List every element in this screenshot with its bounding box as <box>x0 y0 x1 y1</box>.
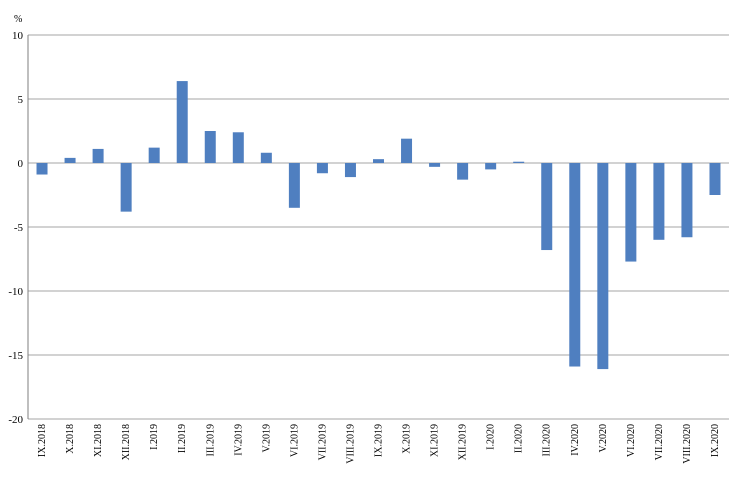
x-tick-label: VI.2020 <box>626 424 637 457</box>
bars <box>36 81 721 370</box>
x-tick-label: IX.2019 <box>374 424 385 457</box>
bar <box>260 152 272 163</box>
x-tick-label: VII.2019 <box>317 424 328 460</box>
bar <box>625 163 637 262</box>
bar <box>709 163 721 195</box>
x-tick-label: XII.2018 <box>121 424 132 460</box>
x-tick-label: V.2019 <box>261 424 272 452</box>
x-tick-label: V.2020 <box>598 424 609 452</box>
x-tick-label: VII.2020 <box>654 424 665 460</box>
bar <box>204 131 216 163</box>
y-tick-label: -20 <box>8 414 23 426</box>
bar <box>176 81 188 163</box>
x-tick-label: XI.2019 <box>430 424 441 457</box>
bar <box>513 161 525 163</box>
y-tick-label: 0 <box>18 158 24 170</box>
x-tick-label: VIII.2019 <box>345 424 356 464</box>
y-tick-label: -5 <box>14 222 24 234</box>
x-tick-labels: IX.2018 X.2018 XI.2018 XII.2018 I.2019 II.201… <box>37 424 721 464</box>
bar <box>148 147 160 163</box>
y-tick-label: 10 <box>12 30 24 42</box>
bar <box>485 163 497 170</box>
bar <box>316 163 328 174</box>
x-tick-label: IV.2020 <box>570 424 581 456</box>
bar <box>288 163 300 208</box>
x-tick-label: XII.2019 <box>458 424 469 460</box>
bar <box>457 163 469 180</box>
bar <box>344 163 356 178</box>
bar <box>429 163 441 167</box>
x-tick-label: II.2019 <box>177 424 188 453</box>
x-tick-label: I.2020 <box>486 424 497 450</box>
y-axis-unit-label: % <box>14 14 22 25</box>
x-tick-label: I.2019 <box>149 424 160 450</box>
x-tick-label: X.2019 <box>402 424 413 454</box>
x-tick-label: XI.2018 <box>93 424 104 457</box>
gridlines <box>27 34 729 420</box>
x-tick-label: X.2018 <box>65 424 76 454</box>
bar <box>541 163 553 251</box>
bar <box>92 148 104 163</box>
bar <box>401 138 413 163</box>
x-tick-label: IX.2018 <box>37 424 48 457</box>
y-tick-labels: 10 5 0 -5 -10 -15 -20 <box>8 30 23 426</box>
bar <box>653 163 665 240</box>
x-tick-label: IV.2019 <box>233 424 244 456</box>
x-tick-label: II.2020 <box>514 424 525 453</box>
x-tick-label: IX.2020 <box>710 424 721 457</box>
x-tick-label: III.2019 <box>205 424 216 457</box>
bar <box>64 157 76 163</box>
bar <box>373 159 384 163</box>
y-tick-label: -15 <box>8 350 23 362</box>
bar <box>36 163 48 175</box>
x-tick-label: VI.2019 <box>289 424 300 457</box>
bar <box>681 163 693 238</box>
y-tick-label: 5 <box>18 94 24 106</box>
bar <box>597 163 609 370</box>
bar <box>569 163 581 367</box>
y-tick-label: -10 <box>8 286 23 298</box>
x-tick-label: III.2020 <box>542 424 553 457</box>
bar <box>120 163 132 212</box>
x-tick-label: VIII.2020 <box>682 424 693 464</box>
bar <box>232 132 244 163</box>
